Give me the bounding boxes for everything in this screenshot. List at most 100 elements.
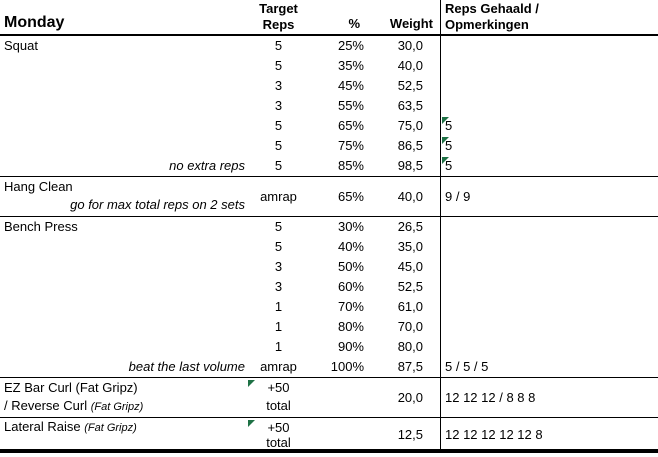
cell-target-reps[interactable]: 5 bbox=[274, 38, 283, 53]
cell-note[interactable]: go for max total reps on 2 sets bbox=[0, 197, 247, 215]
cell-target-reps-line2[interactable]: total bbox=[266, 435, 291, 450]
cell-weight[interactable]: 75,0 bbox=[397, 118, 423, 133]
comment-flag-icon bbox=[248, 380, 255, 387]
cell-percent[interactable]: 70% bbox=[337, 299, 364, 314]
cell-reps-achieved[interactable]: 5 bbox=[441, 116, 658, 136]
cell-exercise-name[interactable]: Squat bbox=[0, 36, 247, 56]
cell-weight[interactable]: 98,5 bbox=[397, 158, 423, 173]
cell-weight[interactable]: 45,0 bbox=[397, 259, 423, 274]
exercise-row: 5 40% 35,0 bbox=[0, 237, 658, 257]
cell-weight[interactable]: 20,0 bbox=[397, 390, 423, 405]
comment-flag-icon bbox=[442, 137, 449, 144]
cell-percent[interactable]: 25% bbox=[337, 38, 364, 53]
cell-weight[interactable]: 80,0 bbox=[397, 339, 423, 354]
cell-percent[interactable]: 90% bbox=[337, 339, 364, 354]
comment-flag-icon bbox=[248, 420, 255, 427]
exercise-row: 5 65% 75,0 5 bbox=[0, 116, 658, 136]
col-header-weight[interactable]: Weight bbox=[389, 16, 433, 31]
exercise-row: 3 45% 52,5 bbox=[0, 76, 658, 96]
cell-weight[interactable]: 52,5 bbox=[397, 279, 423, 294]
col-header-percent[interactable]: % bbox=[348, 16, 360, 31]
cell-target-reps[interactable]: 1 bbox=[274, 339, 283, 354]
cell-percent[interactable]: 75% bbox=[337, 138, 364, 153]
exercise-row: 1 70% 61,0 bbox=[0, 297, 658, 317]
reps-text: 9 / 9 bbox=[445, 189, 471, 204]
section-hang-clean: Hang Clean go for max total reps on 2 set… bbox=[0, 176, 658, 216]
cell-target-reps[interactable]: 5 bbox=[274, 239, 283, 254]
cell-target-reps[interactable]: amrap bbox=[260, 359, 297, 374]
cell-percent[interactable]: 100% bbox=[330, 359, 364, 374]
reps-text: 5 bbox=[445, 158, 453, 173]
reps-text: 5 bbox=[445, 118, 453, 133]
reps-text: 5 bbox=[445, 138, 453, 153]
text-segment: go for max total reps on 2 sets bbox=[70, 197, 245, 212]
cell-target-reps[interactable]: 3 bbox=[274, 259, 283, 274]
header-row: Monday Target Reps % Weight Reps Gehaald… bbox=[0, 0, 658, 36]
cell-target-reps[interactable]: 1 bbox=[274, 299, 283, 314]
cell-target-reps[interactable]: 3 bbox=[274, 98, 283, 113]
col-header-target-reps[interactable]: Target Reps bbox=[247, 1, 310, 33]
cell-reps-achieved[interactable]: 5 / 5 / 5 bbox=[441, 357, 658, 377]
cell-weight[interactable]: 52,5 bbox=[397, 78, 423, 93]
cell-target-reps[interactable]: amrap bbox=[260, 189, 297, 204]
cell-weight[interactable]: 12,5 bbox=[397, 426, 423, 442]
cell-percent[interactable]: 50% bbox=[337, 259, 364, 274]
cell-weight[interactable]: 40,0 bbox=[397, 189, 423, 204]
cell-reps-achieved[interactable]: 5 bbox=[441, 156, 658, 176]
exercise-row: 3 55% 63,5 bbox=[0, 96, 658, 116]
text-segment: Bench Press bbox=[4, 219, 78, 234]
cell-exercise-name[interactable]: Bench Press bbox=[0, 217, 247, 237]
cell-weight[interactable]: 61,0 bbox=[397, 299, 423, 314]
cell-target-reps[interactable]: 5 bbox=[274, 58, 283, 73]
col-header-reps-gehaald[interactable]: Reps Gehaald / Opmerkingen bbox=[441, 1, 658, 33]
cell-exercise-name[interactable]: EZ Bar Curl (Fat Gripz) bbox=[0, 380, 247, 398]
cell-reps-achieved[interactable]: 12 12 12 / 8 8 8 bbox=[441, 378, 658, 417]
cell-reps-achieved[interactable]: 9 / 9 bbox=[441, 177, 658, 216]
cell-weight[interactable]: 70,0 bbox=[397, 319, 423, 334]
cell-percent[interactable]: 80% bbox=[337, 319, 364, 334]
cell-exercise-name[interactable]: Hang Clean bbox=[0, 179, 247, 197]
cell-weight[interactable]: 86,5 bbox=[397, 138, 423, 153]
cell-percent[interactable]: 65% bbox=[337, 118, 364, 133]
sheet-bottom-border bbox=[0, 449, 658, 453]
cell-weight[interactable]: 40,0 bbox=[397, 58, 423, 73]
text-segment: (Fat Gripz) bbox=[84, 422, 137, 434]
cell-percent[interactable]: 35% bbox=[337, 58, 364, 73]
section-bench-press: Bench Press 5 30% 26,5 5 40% 35,0 3 50% 45,0 3 60% 5… bbox=[0, 216, 658, 377]
cell-target-reps[interactable]: 5 bbox=[274, 118, 283, 133]
reps-text: 12 12 12 / 8 8 8 bbox=[445, 390, 536, 405]
day-title[interactable]: Monday bbox=[4, 14, 65, 31]
cell-weight[interactable]: 30,0 bbox=[397, 38, 423, 53]
cell-target-reps[interactable]: +50 bbox=[267, 380, 290, 395]
cell-percent[interactable]: 60% bbox=[337, 279, 364, 294]
cell-target-reps[interactable]: 5 bbox=[274, 158, 283, 173]
cell-weight[interactable]: 26,5 bbox=[397, 219, 423, 234]
exercise-row: no extra reps 5 85% 98,5 5 bbox=[0, 156, 658, 176]
cell-reps-achieved[interactable]: 12 12 12 12 12 8 bbox=[441, 418, 658, 450]
cell-percent[interactable]: 30% bbox=[337, 219, 364, 234]
cell-reps-achieved[interactable]: 5 bbox=[441, 136, 658, 156]
cell-target-reps[interactable]: +50 bbox=[267, 420, 290, 435]
cell-target-reps[interactable]: 3 bbox=[274, 279, 283, 294]
cell-weight[interactable]: 63,5 bbox=[397, 98, 423, 113]
cell-note[interactable]: beat the last volume bbox=[128, 359, 245, 374]
col-header-target-line1: Target bbox=[259, 1, 298, 16]
cell-percent[interactable]: 55% bbox=[337, 98, 364, 113]
cell-exercise-name-line2[interactable]: / Reverse Curl (Fat Gripz) bbox=[0, 398, 247, 416]
cell-weight[interactable]: 87,5 bbox=[397, 359, 423, 374]
cell-note[interactable]: no extra reps bbox=[169, 158, 245, 173]
cell-target-reps[interactable]: 1 bbox=[274, 319, 283, 334]
text-segment: (Fat Gripz) bbox=[90, 401, 144, 413]
cell-target-reps[interactable]: 3 bbox=[274, 78, 283, 93]
cell-percent[interactable]: 40% bbox=[337, 239, 364, 254]
cell-weight[interactable]: 35,0 bbox=[397, 239, 423, 254]
cell-target-reps-line2[interactable]: total bbox=[266, 398, 291, 413]
text-segment: EZ Bar Curl (Fat Gripz) bbox=[4, 380, 138, 395]
cell-percent[interactable]: 85% bbox=[337, 158, 364, 173]
cell-percent[interactable]: 45% bbox=[337, 78, 364, 93]
cell-target-reps[interactable]: 5 bbox=[274, 219, 283, 234]
cell-percent[interactable]: 65% bbox=[337, 189, 364, 204]
cell-target-reps[interactable]: 5 bbox=[274, 138, 283, 153]
cell-exercise-name[interactable]: Lateral Raise (Fat Gripz) bbox=[0, 419, 247, 437]
